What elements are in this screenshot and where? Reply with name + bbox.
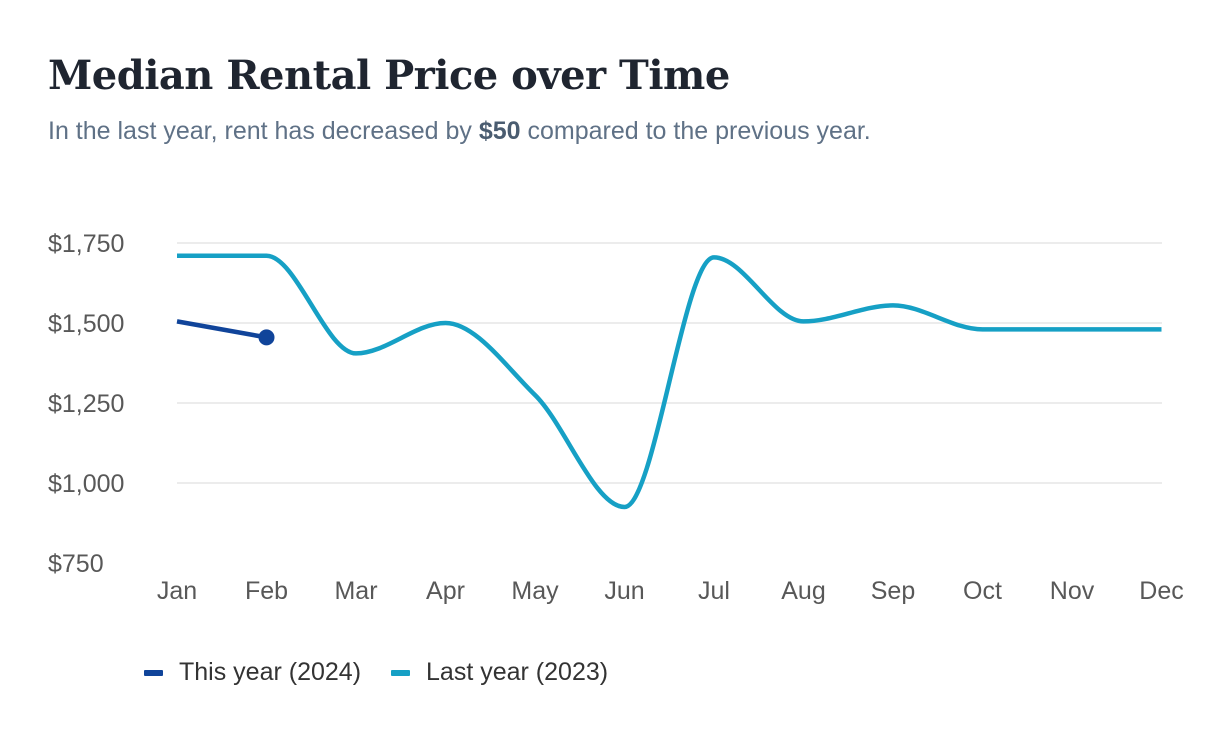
x-tick-label: Aug xyxy=(781,577,825,605)
y-tick-label: $1,750 xyxy=(48,230,124,258)
x-tick-label: Nov xyxy=(1050,577,1095,605)
x-tick-label: Sep xyxy=(871,577,915,605)
series-line-this-year[interactable] xyxy=(176,319,267,340)
legend-item-this-year[interactable]: This year (2024) xyxy=(144,658,361,687)
y-axis-tick-labels: $750 $1,000 $1,250 $1,500 $1,750 xyxy=(48,230,124,578)
x-tick-label: Mar xyxy=(334,577,377,605)
subtitle-text-before: In the last year, rent has decreased by xyxy=(48,117,472,145)
legend-swatch-this-year xyxy=(144,669,163,676)
x-tick-label: Apr xyxy=(426,577,465,605)
x-axis-tick-labels: Jan Feb Mar Apr May Jun Jul Aug Sep Oct Nov Dec xyxy=(157,577,1184,605)
grid-lines xyxy=(177,242,1162,484)
x-tick-label: Jan xyxy=(157,577,197,605)
y-tick-label: $1,500 xyxy=(48,310,124,338)
legend-label-last-year: Last year (2023) xyxy=(426,658,609,686)
y-tick-label: $1,250 xyxy=(48,390,124,418)
subtitle-text-after: compared to the previous year. xyxy=(527,117,871,145)
subtitle: In the last year, rent has decreased by … xyxy=(48,114,871,148)
y-tick-label: $750 xyxy=(48,550,104,578)
chart-legend: This year (2024) Last year (2023) xyxy=(144,658,638,687)
line-chart: $750 $1,000 $1,250 $1,500 $1,750 Jan Feb Mar Ap… xyxy=(48,230,1184,605)
legend-label-this-year: This year (2024) xyxy=(179,658,362,686)
series-end-marker-this-year[interactable] xyxy=(258,329,275,346)
page-title: Median Rental Price over Time xyxy=(48,52,730,99)
legend-swatch-last-year xyxy=(391,669,411,676)
series-lines xyxy=(176,253,1162,510)
x-tick-label: Jun xyxy=(604,577,644,605)
x-tick-label: Feb xyxy=(245,577,288,605)
x-tick-label: Oct xyxy=(963,577,1002,605)
series-line-last-year[interactable] xyxy=(177,253,1162,510)
x-tick-label: Dec xyxy=(1139,577,1183,605)
x-tick-label: May xyxy=(511,577,559,605)
x-tick-label: Jul xyxy=(698,577,730,605)
legend-item-last-year[interactable]: Last year (2023) xyxy=(391,658,608,687)
subtitle-highlight-value: $50 xyxy=(478,117,521,145)
y-tick-label: $1,000 xyxy=(48,470,124,498)
